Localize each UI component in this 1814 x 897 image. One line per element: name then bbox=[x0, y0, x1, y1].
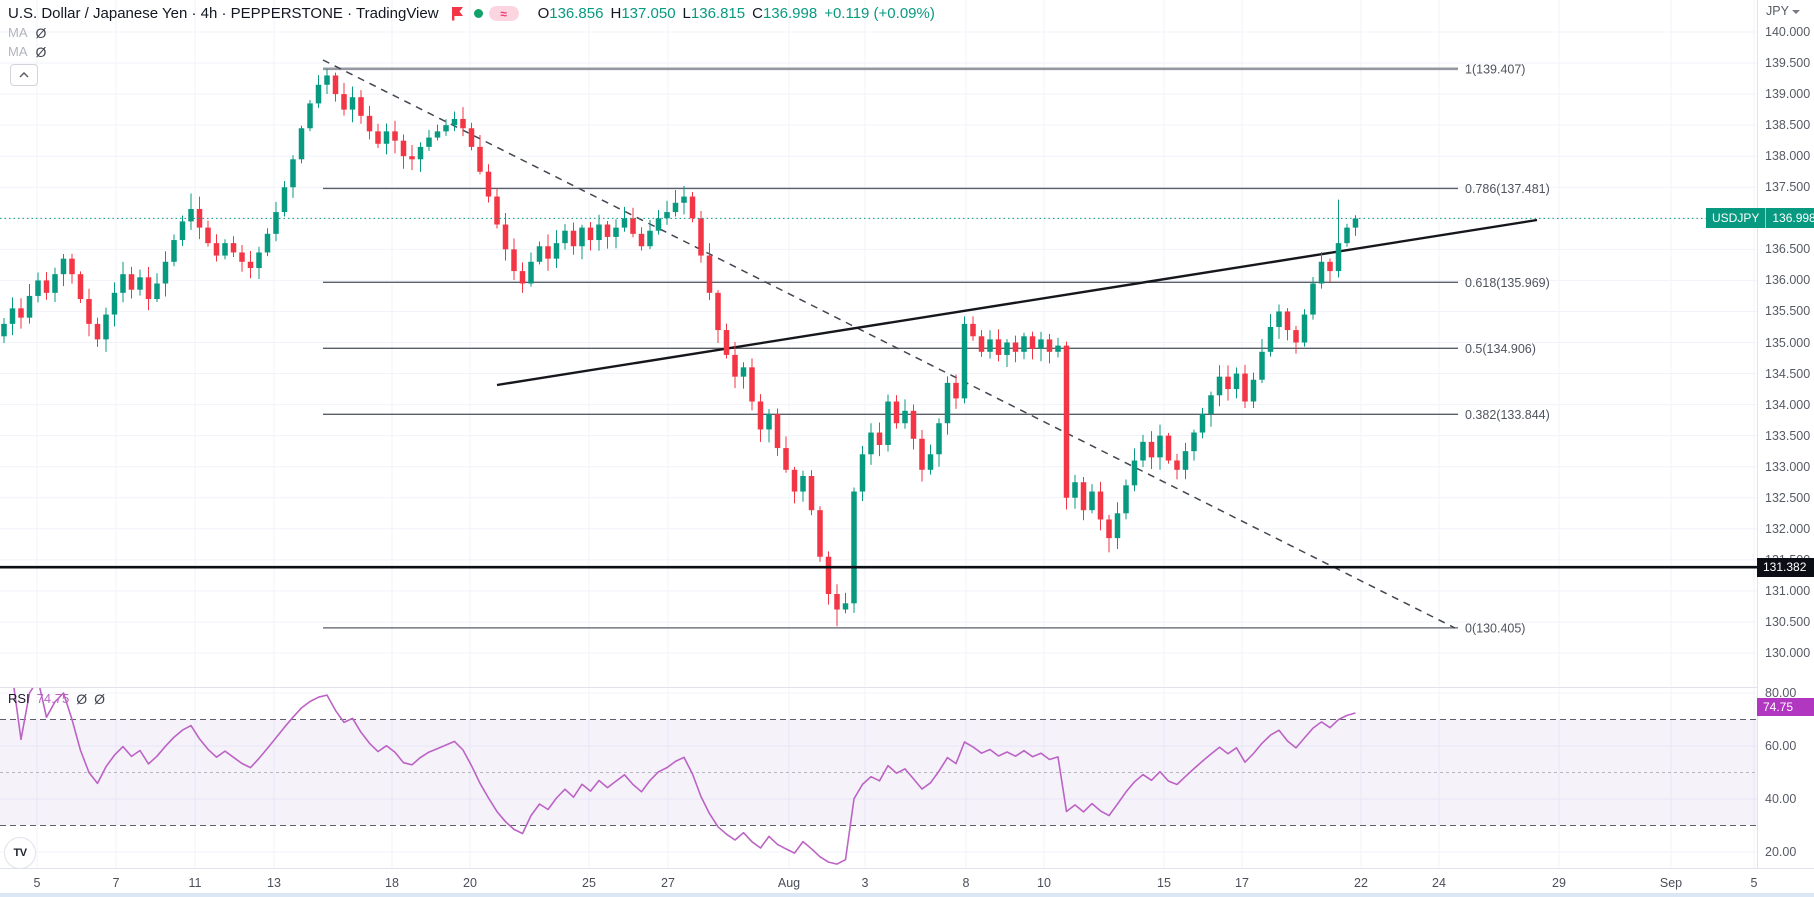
time-tick-label: 7 bbox=[112, 876, 120, 890]
rsi-grid-layer bbox=[0, 687, 1757, 868]
rsi-label: RSI bbox=[8, 691, 30, 706]
fib-level-label: 0.618(135.969) bbox=[1465, 276, 1550, 290]
time-tick-label: 22 bbox=[1354, 876, 1368, 890]
time-tick-label: 17 bbox=[1235, 876, 1249, 890]
eye-off-icon[interactable]: Ø bbox=[35, 43, 47, 60]
fib-level-label: 0(130.405) bbox=[1465, 621, 1525, 635]
time-tick-label: 29 bbox=[1552, 876, 1566, 890]
rsi-legend-value: 74.75 bbox=[36, 691, 70, 706]
currency-label: JPY bbox=[1766, 4, 1789, 18]
fib-level-label: 0.382(133.844) bbox=[1465, 408, 1550, 422]
main-price-pane[interactable]: 1(139.407) 0.786(137.481) 0.618(135.969) 0.… bbox=[0, 0, 1757, 687]
eye-off-icon[interactable]: Ø bbox=[76, 690, 88, 707]
price-tick-label: 136.000 bbox=[1765, 273, 1811, 288]
price-tick-label: 130.000 bbox=[1765, 646, 1811, 660]
price-tick-label: 137.500 bbox=[1765, 180, 1811, 195]
fib-level-label: 0.5(134.906) bbox=[1465, 342, 1536, 356]
price-tick-label: 139.500 bbox=[1765, 56, 1811, 71]
current-price-value: 136.998 bbox=[1772, 211, 1814, 226]
indicator-legend-ma-2: MA Ø bbox=[8, 43, 47, 60]
time-tick-label: 10 bbox=[1037, 876, 1051, 890]
current-price-label: USDJPY 136.998 bbox=[1706, 208, 1814, 229]
indicator-legend-ma-1: MA Ø bbox=[8, 24, 47, 41]
time-tick-label: 18 bbox=[385, 876, 399, 890]
descending-trendline bbox=[322, 59, 1456, 629]
chevron-down-icon bbox=[1791, 10, 1800, 14]
market-status-widget[interactable]: ≈ bbox=[473, 6, 519, 21]
tradingview-logo[interactable]: TV bbox=[4, 837, 36, 869]
ascending-trendline bbox=[496, 218, 1538, 387]
eye-off-icon[interactable]: Ø bbox=[94, 690, 105, 707]
fib-retracement: 1(139.407) 0.786(137.481) 0.618(135.969) 0.… bbox=[323, 62, 1550, 635]
price-tick-label: 134.000 bbox=[1765, 397, 1811, 412]
time-tick-label: 11 bbox=[188, 876, 202, 890]
price-tick-label: 135.500 bbox=[1765, 304, 1811, 319]
rsi-value-label: 74.75 bbox=[1757, 697, 1814, 716]
time-tick-label: 3 bbox=[861, 876, 869, 890]
market-open-dot-icon bbox=[473, 9, 483, 18]
price-tick-label: 138.000 bbox=[1765, 149, 1811, 164]
rsi-tick-label: 80.00 bbox=[1765, 686, 1797, 700]
price-tick-label: 136.500 bbox=[1765, 242, 1811, 257]
rsi-tick-label: 20.00 bbox=[1765, 845, 1797, 859]
price-tick-label: 130.500 bbox=[1765, 614, 1811, 629]
time-tick-label: 15 bbox=[1157, 876, 1171, 890]
time-tick-label: 27 bbox=[661, 876, 675, 890]
time-tick-label: Aug bbox=[777, 876, 801, 890]
time-tick-label: 20 bbox=[463, 876, 477, 890]
rsi-legend: RSI 74.75 Ø Ø bbox=[8, 691, 105, 706]
time-tick-label: 5 bbox=[33, 876, 41, 890]
time-tick-label: 8 bbox=[962, 876, 970, 890]
price-tick-label: 132.000 bbox=[1765, 521, 1811, 536]
time-tick-label: 24 bbox=[1432, 876, 1446, 890]
flag-icon[interactable] bbox=[450, 6, 465, 21]
rsi-tick-label: 40.00 bbox=[1765, 792, 1797, 806]
price-tick-label: 140.000 bbox=[1765, 25, 1811, 39]
price-tick-label: 133.000 bbox=[1765, 459, 1811, 474]
pane-separator[interactable] bbox=[0, 687, 1814, 688]
price-tick-label: 139.000 bbox=[1765, 87, 1811, 102]
time-tick-label: Sep bbox=[1659, 876, 1683, 890]
collapse-legend-button[interactable] bbox=[10, 64, 38, 86]
price-tick-label: 132.500 bbox=[1765, 490, 1811, 505]
candles-layer bbox=[1, 68, 1359, 627]
currency-selector[interactable]: JPY bbox=[1766, 4, 1800, 18]
horizontal-line-price-label: 131.382 bbox=[1757, 557, 1814, 577]
time-axis[interactable]: 5 7 11 13 18 20 25 27 Aug 3 8 10 15 17 22 24 29 Sep 5 bbox=[0, 868, 1814, 897]
time-tick-label: 25 bbox=[582, 876, 596, 890]
rsi-pane[interactable] bbox=[0, 687, 1757, 868]
price-tick-label: 135.000 bbox=[1765, 335, 1811, 350]
price-tick-label: 134.500 bbox=[1765, 366, 1811, 381]
rsi-line bbox=[13, 687, 1356, 865]
time-tick-label: 13 bbox=[267, 876, 281, 890]
delayed-data-icon: ≈ bbox=[488, 6, 519, 21]
price-tick-label: 138.500 bbox=[1765, 118, 1811, 133]
rsi-tick-label: 60.00 bbox=[1765, 739, 1797, 753]
time-tick-label: 5 bbox=[1750, 876, 1758, 890]
fib-level-label: 0.786(137.481) bbox=[1465, 182, 1550, 196]
price-tick-label: 133.500 bbox=[1765, 428, 1811, 443]
bottom-toolbar-edge bbox=[0, 893, 1814, 897]
price-tick-label: 131.000 bbox=[1765, 583, 1811, 598]
chevron-up-icon bbox=[19, 72, 29, 78]
current-price-symbol: USDJPY bbox=[1706, 208, 1767, 229]
price-axis[interactable]: JPY 140.000 139.500 139.000 138.500 138.000 1… bbox=[1757, 0, 1814, 868]
grid-layer bbox=[0, 0, 1757, 687]
fib-level-label: 1(139.407) bbox=[1465, 62, 1525, 76]
eye-off-icon[interactable]: Ø bbox=[35, 24, 47, 41]
